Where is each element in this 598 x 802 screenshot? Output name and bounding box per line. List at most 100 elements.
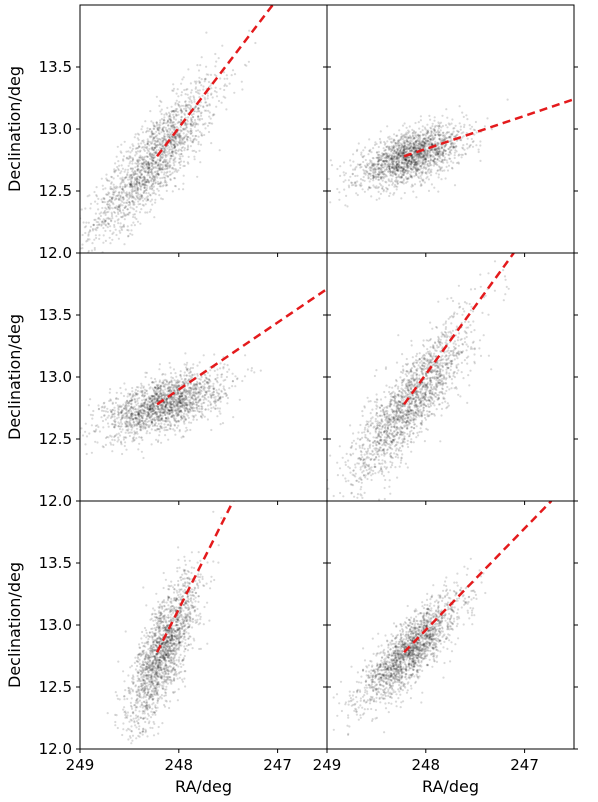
data-point: [396, 142, 399, 145]
data-point: [140, 142, 143, 145]
data-point: [176, 400, 179, 403]
data-point: [436, 141, 439, 144]
data-point: [103, 219, 106, 222]
data-point: [153, 139, 156, 142]
data-point: [452, 146, 455, 149]
data-point: [167, 409, 170, 412]
data-point: [156, 170, 159, 173]
data-point: [81, 233, 84, 237]
data-point: [113, 187, 116, 190]
data-point: [177, 140, 180, 143]
data-point: [84, 207, 87, 210]
data-point: [373, 167, 376, 170]
data-point: [405, 159, 408, 162]
data-point: [140, 194, 143, 198]
data-point: [178, 381, 181, 384]
data-point: [118, 209, 121, 212]
data-point: [196, 175, 199, 178]
data-point: [159, 124, 162, 127]
data-point: [190, 129, 193, 132]
data-point: [376, 175, 379, 178]
data-point: [130, 403, 133, 406]
data-point: [395, 167, 398, 170]
data-point: [124, 404, 127, 408]
data-point: [108, 195, 111, 198]
data-point: [143, 388, 146, 391]
data-point: [215, 389, 218, 392]
data-point: [135, 183, 138, 186]
data-point: [139, 188, 142, 191]
data-point: [425, 142, 428, 146]
data-point: [374, 141, 377, 144]
data-point: [437, 142, 440, 145]
data-point: [173, 129, 176, 132]
data-point: [157, 422, 160, 425]
data-point: [185, 137, 188, 141]
data-point: [391, 166, 394, 169]
data-point: [139, 193, 142, 196]
data-point: [196, 108, 199, 111]
data-point: [151, 381, 154, 384]
data-point: [435, 149, 438, 152]
data-point: [157, 417, 161, 420]
data-point: [129, 183, 132, 187]
data-point: [437, 148, 440, 151]
data-point: [185, 382, 189, 385]
data-point: [148, 174, 151, 177]
data-point: [169, 366, 172, 369]
data-point: [205, 381, 208, 384]
data-point: [130, 181, 133, 184]
data-point: [107, 206, 110, 209]
data-point: [187, 392, 190, 395]
data-point: [389, 192, 392, 195]
data-point: [133, 433, 136, 436]
data-point: [426, 175, 429, 178]
data-point: [385, 159, 388, 162]
data-point: [437, 127, 440, 130]
data-point: [126, 416, 129, 419]
data-point: [442, 151, 445, 154]
data-point: [155, 411, 158, 414]
data-point: [186, 369, 189, 372]
data-point: [140, 415, 143, 418]
data-point: [146, 195, 149, 198]
data-point: [421, 171, 424, 174]
data-point: [417, 134, 420, 137]
data-point: [181, 435, 185, 438]
data-point: [125, 424, 128, 428]
data-point: [138, 156, 141, 159]
data-point: [120, 181, 123, 184]
data-point: [350, 184, 354, 187]
data-point: [106, 179, 109, 182]
data-point: [434, 148, 437, 151]
data-point: [155, 390, 158, 393]
data-point: [152, 153, 155, 156]
data-point: [150, 146, 153, 149]
data-point: [439, 147, 442, 150]
data-point: [450, 133, 453, 136]
data-point: [181, 397, 184, 400]
data-point: [181, 391, 184, 394]
data-point: [156, 399, 159, 402]
data-point: [410, 174, 413, 177]
data-point: [142, 409, 145, 412]
data-point: [164, 138, 167, 141]
data-point: [116, 211, 120, 214]
data-point: [439, 138, 442, 141]
data-point: [150, 443, 153, 446]
data-point: [426, 152, 429, 155]
data-point: [161, 126, 164, 129]
data-point: [183, 382, 186, 385]
data-point: [414, 161, 417, 164]
data-point: [383, 152, 386, 155]
data-point: [418, 142, 421, 145]
data-point: [397, 152, 400, 155]
data-point: [422, 154, 425, 157]
data-point: [425, 166, 428, 169]
data-point: [388, 165, 391, 169]
data-point: [124, 422, 127, 426]
data-point: [412, 160, 415, 163]
data-point: [146, 403, 149, 406]
data-point: [212, 393, 215, 396]
data-point: [415, 166, 418, 169]
